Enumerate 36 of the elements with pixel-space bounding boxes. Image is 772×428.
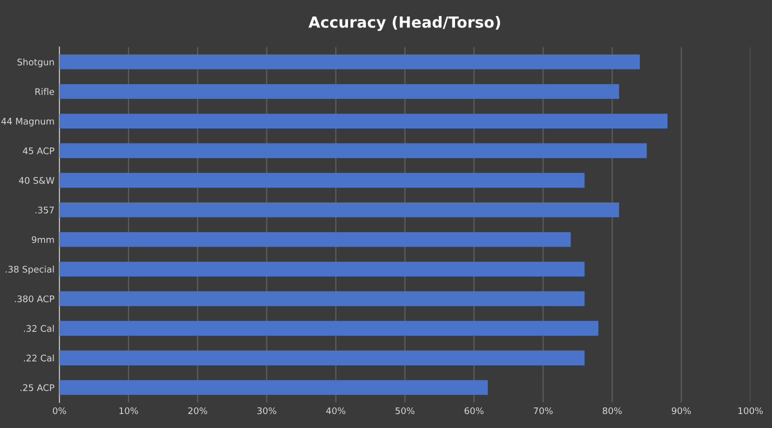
bar	[59, 143, 647, 158]
bar	[59, 84, 620, 99]
bar	[59, 350, 585, 366]
y-tick-label: 45 ACP	[22, 147, 54, 154]
y-tick-label: Rifle	[35, 88, 54, 96]
x-tick-label: 80%	[602, 407, 622, 414]
bar	[59, 262, 585, 277]
bar	[59, 54, 640, 70]
y-tick-label: .25 ACP	[20, 384, 54, 392]
x-tick-label: 10%	[119, 407, 138, 414]
x-tick-label: 100%	[738, 407, 763, 414]
y-tick-label: 44 Magnum	[1, 118, 54, 126]
y-tick-label: .32 Cal	[24, 324, 54, 332]
y-tick-label: 9mm	[32, 236, 54, 244]
bar	[59, 320, 598, 336]
bar	[59, 232, 571, 247]
x-tick-label: 0%	[52, 407, 66, 414]
x-tick-label: 40%	[326, 407, 346, 414]
x-tick-label: 90%	[672, 407, 691, 414]
bar	[59, 114, 668, 128]
chart-title: Accuracy (Head/Torso)	[308, 16, 500, 31]
x-tick-label: 70%	[534, 407, 553, 414]
bar	[59, 380, 488, 395]
y-tick-label: 40 S&W	[18, 177, 54, 184]
x-tick-label: 30%	[257, 407, 276, 414]
bar	[59, 202, 620, 218]
x-tick-label: 50%	[396, 407, 414, 414]
bar	[59, 172, 585, 188]
bar	[59, 291, 585, 306]
x-tick-label: 60%	[464, 407, 484, 414]
y-tick-label: .380 ACP	[14, 295, 54, 302]
y-tick-label: Shotgun	[17, 58, 54, 68]
y-tick-label: .22 Cal	[24, 354, 54, 362]
x-tick-label: 20%	[188, 407, 208, 414]
y-tick-label: .38 Special	[6, 266, 54, 274]
y-tick-label: .357	[35, 206, 54, 214]
